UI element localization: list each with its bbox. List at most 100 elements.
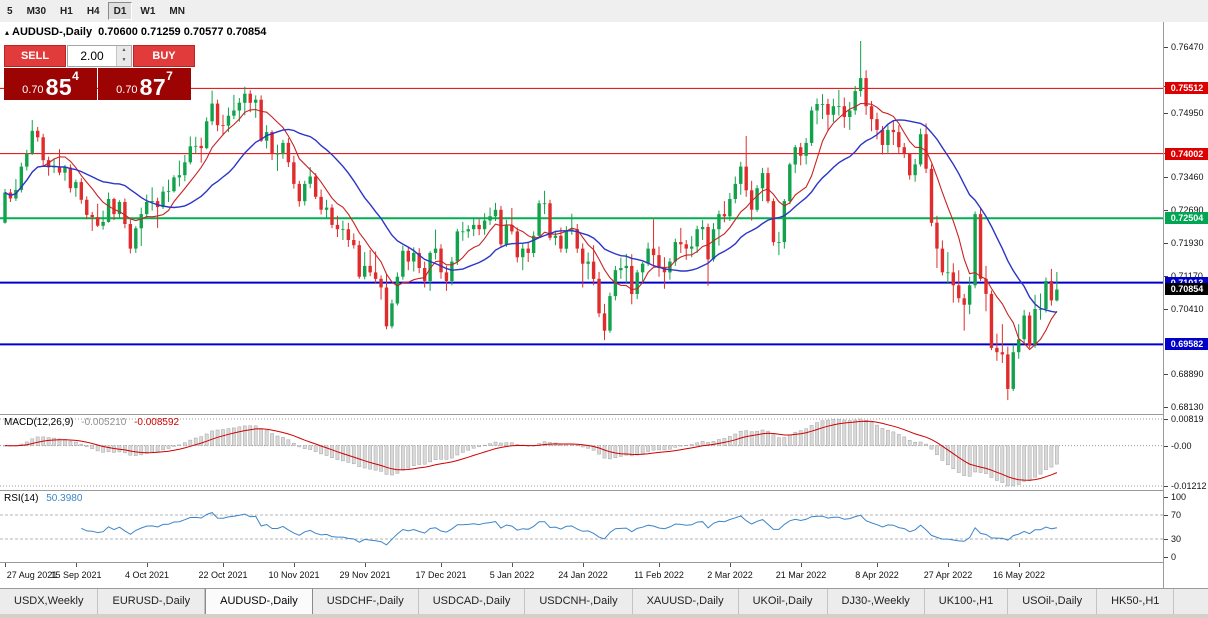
rsi-value: 50.3980: [46, 493, 83, 504]
volume-input[interactable]: [68, 46, 116, 66]
macd-axis-label: 0.00819: [1171, 414, 1204, 424]
rsi-axis-label: 100: [1171, 492, 1187, 502]
price-tick-label: 0.71170: [1171, 271, 1203, 281]
timeframe-button-mn[interactable]: MN: [163, 2, 191, 20]
date-label: 22 Oct 2021: [198, 570, 248, 580]
timeframe-button-5[interactable]: 5: [1, 2, 19, 20]
timeframe-button-w1[interactable]: W1: [134, 2, 162, 20]
date-tick: [365, 563, 366, 567]
price-badge: 0.72504: [1165, 212, 1208, 224]
sell-button[interactable]: SELL: [4, 45, 66, 67]
macd-axis-tick: [1164, 419, 1168, 420]
pane-separator[interactable]: [0, 490, 1208, 491]
date-axis[interactable]: 27 Aug 2021 15 Sep 2021 4 Oct 2021 22 Oct 2…: [0, 563, 1163, 588]
macd-label: MACD(12,26,9) -0.005210 -0.008592: [4, 417, 180, 428]
timeframe-button-h1[interactable]: H1: [54, 2, 79, 20]
pane-separator[interactable]: [0, 414, 1208, 415]
date-tick: [147, 563, 148, 567]
date-tick: [512, 563, 513, 567]
date-tick: [441, 563, 442, 567]
price-badge: 0.75512: [1165, 82, 1208, 94]
buy-price-sup: 7: [166, 69, 173, 83]
price-badge: 0.74002: [1165, 148, 1208, 160]
date-tick: [5, 563, 6, 567]
price-tick: [1164, 309, 1168, 310]
price-tick-label: 0.73460: [1171, 172, 1204, 182]
price-tick: [1164, 113, 1168, 114]
macd-canvas[interactable]: [0, 415, 1163, 490]
rsi-axis-tick: [1164, 557, 1168, 558]
chart-tab-xauusd-daily[interactable]: XAUUSD-,Daily: [633, 589, 739, 615]
rsi-axis-label: 0: [1171, 552, 1177, 562]
chart-tab-usdx-weekly[interactable]: USDX,Weekly: [0, 589, 99, 615]
volume-stepper[interactable]: ▲ ▼: [67, 45, 132, 67]
buy-button[interactable]: BUY: [133, 45, 195, 67]
price-tick: [1164, 407, 1168, 408]
ohlc-values: 0.70600 0.71259 0.70577 0.70854: [98, 26, 267, 38]
timeframe-button-d1[interactable]: D1: [107, 2, 133, 20]
sell-price-display[interactable]: 0.70 85 4: [4, 68, 97, 100]
date-label: 4 Oct 2021: [124, 570, 170, 580]
rsi-pane[interactable]: RSI(14) 50.3980: [0, 491, 1163, 562]
chart-tab-bar: USDX,Weekly EURUSD-,Daily AUDUSD-,Daily USD…: [0, 588, 1208, 615]
date-tick: [730, 563, 731, 567]
rsi-axis-tick: [1164, 515, 1168, 516]
buy-price-display[interactable]: 0.70 87 7: [98, 68, 191, 100]
sell-price-prefix: 0.70: [22, 84, 44, 96]
date-label: 24 Jan 2022: [558, 570, 608, 580]
chart-tab-uk100-h1[interactable]: UK100-,H1: [925, 589, 1009, 615]
rsi-axis-label: 70: [1171, 510, 1182, 520]
date-label: 11 Feb 2022: [634, 570, 684, 580]
date-label: 21 Mar 2022: [775, 570, 827, 580]
candlestick-chart-canvas[interactable]: [0, 22, 1163, 414]
chart-title: ▴ AUDUSD-,Daily 0.70600 0.71259 0.70577 0.…: [5, 26, 266, 38]
price-axis[interactable]: 0.764700.755700.749500.740100.734600.726…: [1163, 22, 1208, 588]
price-tick-label: 0.68130: [1171, 402, 1204, 412]
price-tick: [1164, 374, 1168, 375]
date-tick: [294, 563, 295, 567]
symbol-marker-icon: ▴: [5, 28, 10, 37]
date-label: 29 Nov 2021: [339, 570, 391, 580]
rsi-label: RSI(14) 50.3980: [4, 493, 83, 504]
price-badge: 0.70854: [1165, 283, 1208, 295]
rsi-canvas[interactable]: [0, 491, 1163, 562]
date-label: 8 Apr 2022: [855, 570, 899, 580]
date-label: 16 May 2022: [992, 570, 1046, 580]
macd-pane[interactable]: MACD(12,26,9) -0.005210 -0.008592: [0, 415, 1163, 490]
volume-down-icon[interactable]: ▼: [117, 56, 131, 66]
rsi-axis-tick: [1164, 539, 1168, 540]
chart-tab-usdcnh-daily[interactable]: USDCNH-,Daily: [525, 589, 633, 615]
price-tick-label: 0.74950: [1171, 108, 1204, 118]
timeframe-button-h4[interactable]: H4: [80, 2, 106, 20]
date-tick: [1019, 563, 1020, 567]
timeframe-toolbar: 5 M30 H1 H4 D1 W1 MN: [0, 0, 1208, 23]
symbol-label: AUDUSD-,Daily: [12, 26, 93, 38]
date-tick: [801, 563, 802, 567]
chart-tab-usdchf-daily[interactable]: USDCHF-,Daily: [313, 589, 419, 615]
date-label: 27 Aug 2021: [6, 570, 58, 580]
macd-axis-label: -0.01212: [1171, 481, 1207, 491]
date-tick: [948, 563, 949, 567]
macd-axis-tick: [1164, 446, 1168, 447]
chart-tab-usoil-daily[interactable]: USOil-,Daily: [1008, 589, 1098, 615]
chart-tab-usdcad-daily[interactable]: USDCAD-,Daily: [419, 589, 526, 615]
sell-price-sup: 4: [72, 69, 79, 83]
price-tick-label: 0.71930: [1171, 238, 1204, 248]
chart-tab-hk50-h1[interactable]: HK50-,H1: [1097, 589, 1175, 615]
date-tick: [877, 563, 878, 567]
date-label: 10 Nov 2021: [268, 570, 320, 580]
chart-tab-eurusd-daily[interactable]: EURUSD-,Daily: [98, 589, 206, 615]
date-tick: [583, 563, 584, 567]
date-label: 15 Sep 2021: [50, 570, 102, 580]
volume-up-icon[interactable]: ▲: [117, 46, 131, 56]
pane-separator: [0, 562, 1208, 563]
chart-tab-ukoil-daily[interactable]: UKOil-,Daily: [739, 589, 828, 615]
main-chart-pane[interactable]: ▴ AUDUSD-,Daily 0.70600 0.71259 0.70577 0.…: [0, 22, 1163, 414]
chart-tab-dj30-weekly[interactable]: DJ30-,Weekly: [828, 589, 925, 615]
price-badge: 0.69582: [1165, 338, 1208, 350]
chart-tab-audusd-daily[interactable]: AUDUSD-,Daily: [205, 589, 313, 615]
date-label: 17 Dec 2021: [415, 570, 467, 580]
timeframe-button-m30[interactable]: M30: [20, 2, 53, 20]
rsi-axis-tick: [1164, 497, 1168, 498]
